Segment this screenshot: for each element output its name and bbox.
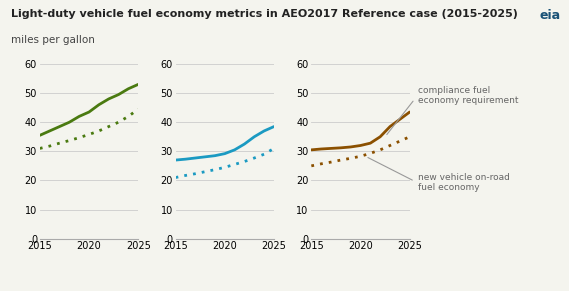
Text: miles per gallon: miles per gallon bbox=[11, 35, 95, 45]
Text: Light-duty vehicle fuel economy metrics in AEO2017 Reference case (2015-2025): Light-duty vehicle fuel economy metrics … bbox=[11, 9, 518, 19]
Text: compliance fuel
economy requirement: compliance fuel economy requirement bbox=[387, 86, 518, 134]
Text: new vehicle on-road
fuel economy: new vehicle on-road fuel economy bbox=[368, 157, 509, 192]
Text: eia: eia bbox=[539, 9, 560, 22]
